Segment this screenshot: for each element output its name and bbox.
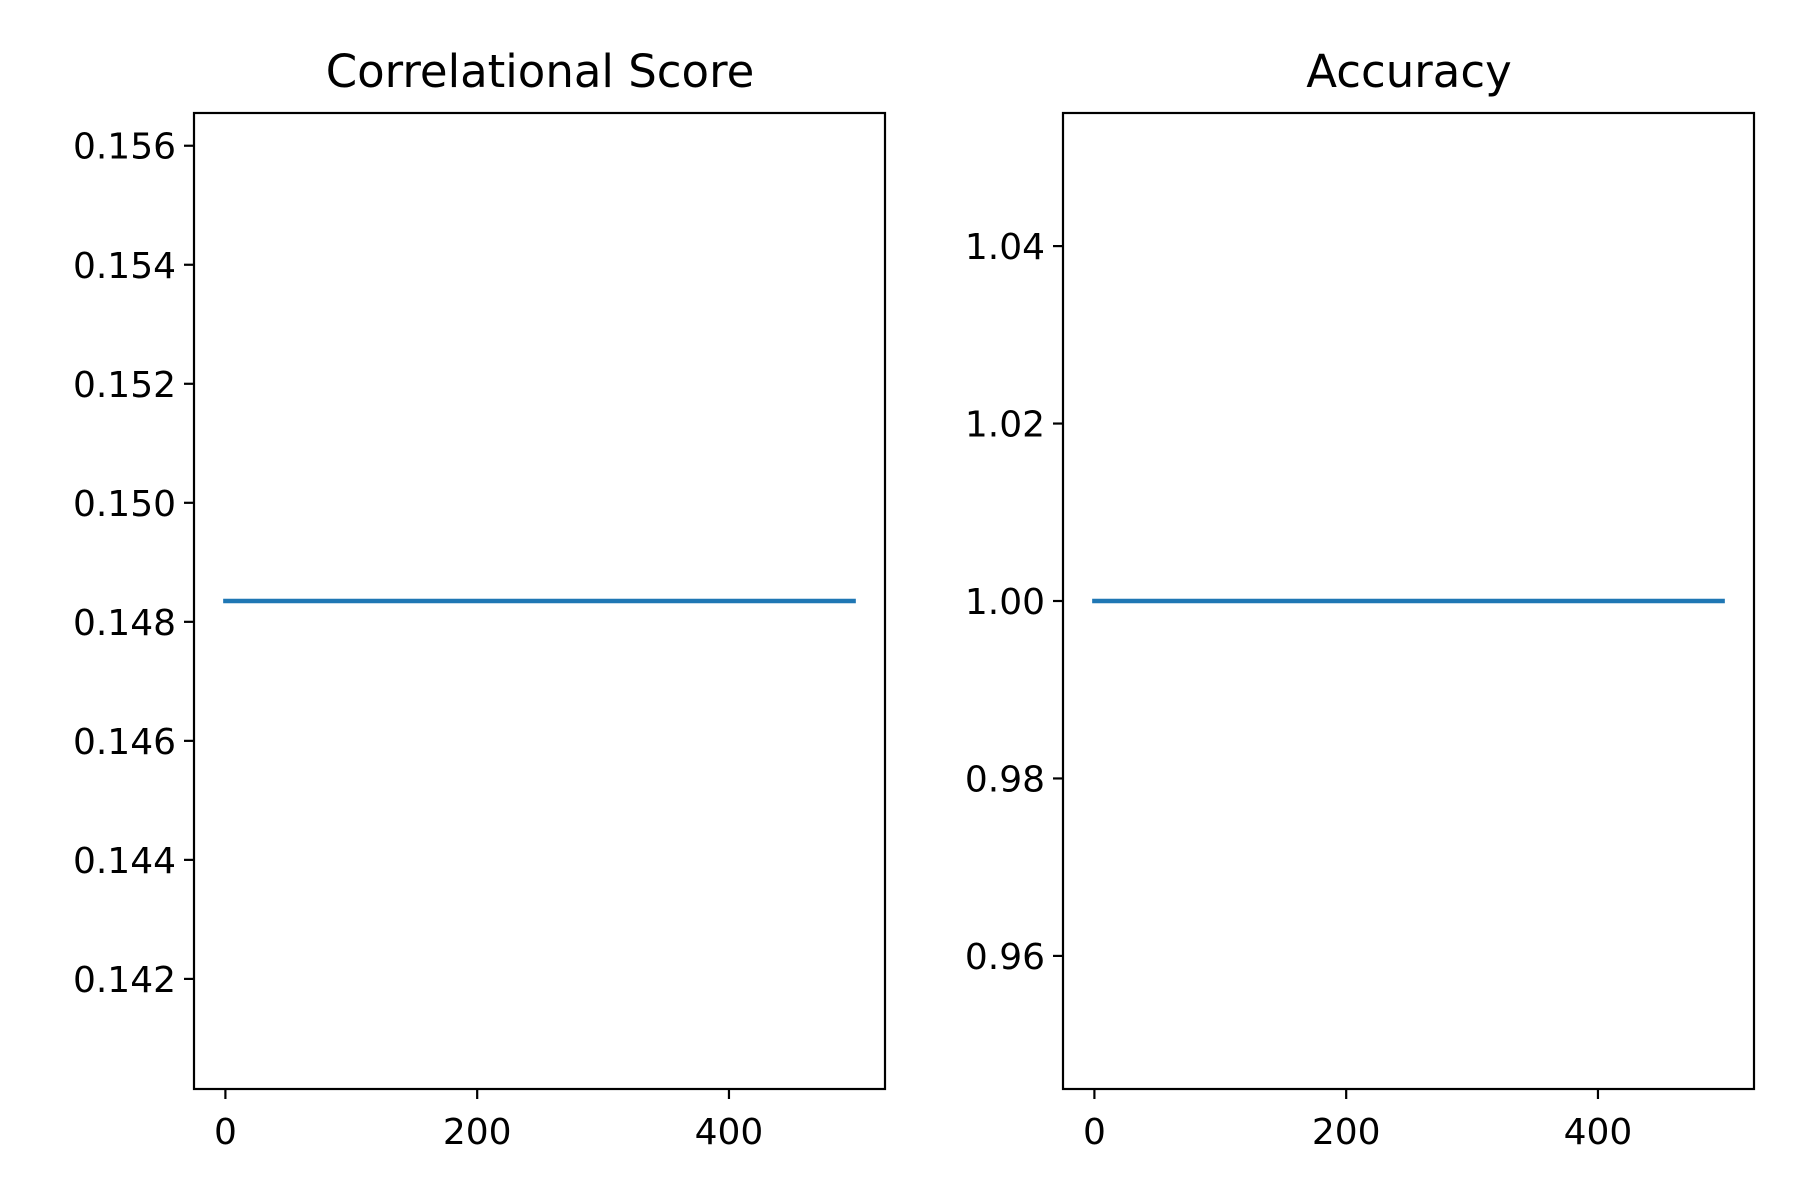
y-tick-label: 0.96 (965, 937, 1045, 978)
y-tick-label: 0.150 (73, 484, 176, 525)
chart-title: Accuracy (1306, 45, 1511, 98)
x-tick-label: 0 (214, 1112, 237, 1153)
y-tick-label: 1.04 (965, 227, 1045, 268)
plot-area-frame (1061, 111, 1756, 1091)
y-tick-label: 0.154 (73, 246, 176, 287)
y-tick-label: 1.02 (965, 405, 1045, 446)
y-tick-label: 0.144 (73, 841, 176, 882)
x-tick-label: 0 (1083, 1112, 1106, 1153)
x-tick-label: 200 (1312, 1112, 1381, 1153)
subplot-accuracy: Accuracy 0 200 400 0.96 0.98 1.00 1.02 1.04 (965, 45, 1756, 1153)
y-axis: 0.142 0.144 0.146 0.148 0.150 0.152 0.154 0.156 (73, 127, 194, 1001)
y-tick-label: 0.156 (73, 127, 176, 168)
plot-area-frame (192, 111, 887, 1091)
x-axis: 0 200 400 (1083, 1089, 1632, 1153)
subplot-correlational-score: Correlational Score 0 200 400 0.1420.1440.… (73, 45, 887, 1153)
y-tick-label: 0.142 (73, 960, 176, 1001)
y-tick-label: 0.146 (73, 722, 176, 763)
x-tick-label: 400 (1564, 1112, 1633, 1153)
y-tick-label: 0.98 (965, 759, 1045, 800)
x-tick-label: 400 (695, 1112, 764, 1153)
y-axis: 0.96 0.98 1.00 1.02 1.04 (965, 227, 1063, 978)
chart-title: Correlational Score (326, 45, 755, 98)
y-tick-label: 0.152 (73, 365, 176, 406)
y-tick-label: 0.148 (73, 603, 176, 644)
x-axis: 0 200 400 (214, 1089, 763, 1153)
x-tick-label: 200 (443, 1112, 512, 1153)
y-tick-label: 1.00 (965, 582, 1045, 623)
